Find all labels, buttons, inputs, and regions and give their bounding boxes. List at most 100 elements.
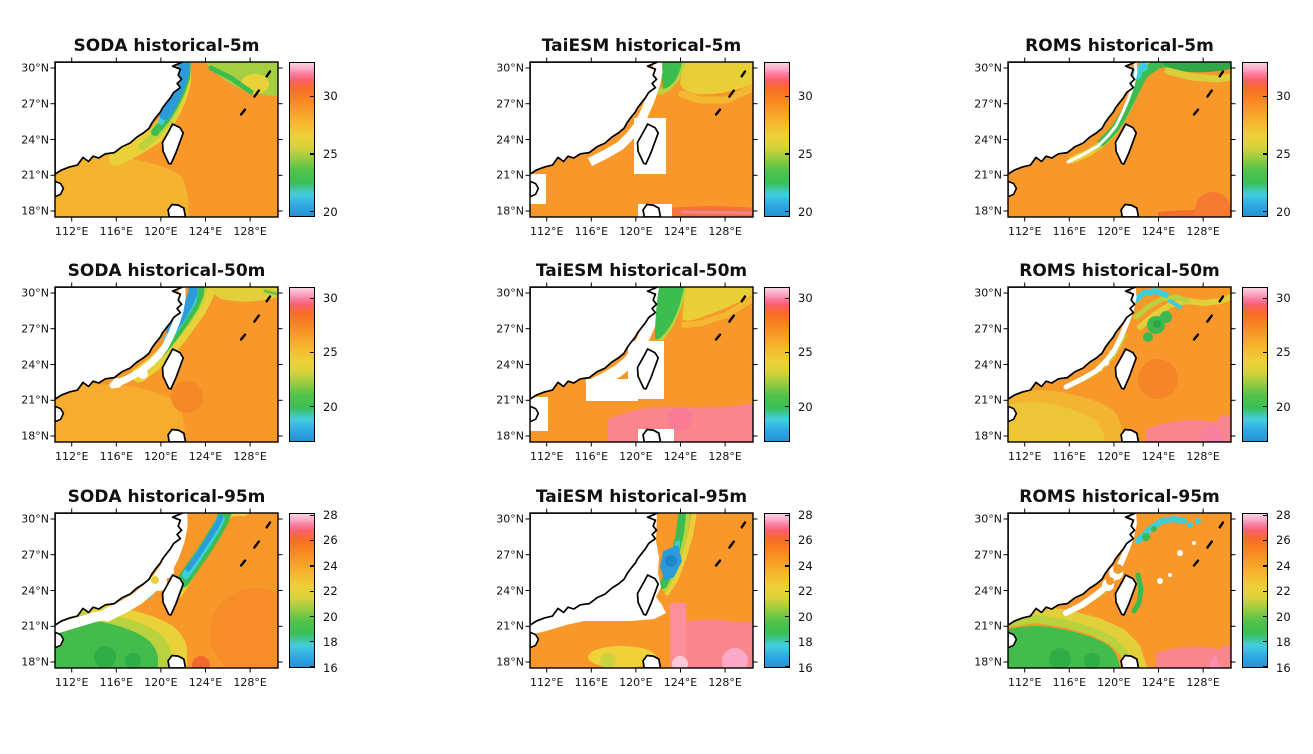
x-tick-label: 112°E — [529, 225, 564, 238]
y-tick-label: 27°N — [21, 548, 49, 562]
colorbar-tick — [1263, 590, 1267, 592]
y-tick-label: 27°N — [974, 322, 1002, 336]
colorbar-tick-label: 16 — [798, 661, 813, 675]
colorbar-taiesm-5m — [764, 62, 790, 217]
y-tick-label: 21°N — [496, 393, 524, 407]
panel-title: SODA historical-95m — [67, 487, 266, 507]
x-tick-label: 112°E — [54, 450, 89, 463]
x-tick-label: 112°E — [54, 225, 89, 238]
luzon-island — [1120, 654, 1140, 668]
y-tick-label: 27°N — [21, 97, 49, 111]
axes-frame — [529, 512, 754, 669]
china-coastline — [55, 287, 184, 400]
colorbar-tick — [1263, 666, 1267, 668]
y-tick-label: 21°N — [496, 619, 524, 633]
china-coastline — [530, 513, 659, 626]
hainan-island — [1008, 631, 1018, 649]
y-tick-label: 18°N — [21, 204, 49, 218]
colorbar-tick-label: 25 — [323, 147, 338, 162]
colorbar-tick-label: 20 — [798, 609, 813, 624]
colorbar-tick — [310, 351, 314, 353]
y-tick-label: 30°N — [21, 61, 49, 75]
y-tick-label: 30°N — [21, 512, 49, 526]
y-tick-label: 21°N — [974, 393, 1002, 407]
luzon-island — [1120, 203, 1140, 217]
colorbar-tick-label: 25 — [798, 147, 813, 162]
map-roms-50m — [1003, 282, 1236, 447]
y-tick-label: 30°N — [974, 512, 1002, 526]
colorbar-soda-50m — [289, 287, 315, 442]
y-tick-label: 24°N — [21, 133, 49, 146]
luzon-island — [1120, 428, 1140, 442]
colorbar-tick-label: 24 — [798, 558, 813, 573]
y-tick-label: 18°N — [21, 429, 49, 443]
colorbar-soda-95m — [289, 513, 315, 668]
x-tick-label: 124°E — [663, 450, 698, 463]
y-tick-label: 27°N — [21, 322, 49, 336]
colorbar-tick — [785, 351, 789, 353]
map-soda-50m — [50, 282, 283, 447]
colorbar-tick — [785, 298, 789, 300]
axes-frame — [529, 61, 754, 218]
colorbar-tick-label: 26 — [798, 533, 813, 548]
x-tick-label: 112°E — [529, 676, 564, 689]
x-tick-label: 112°E — [1007, 676, 1042, 689]
colorbar-tick — [785, 153, 789, 155]
colorbar-tick-label: 20 — [798, 400, 813, 415]
china-coastline — [530, 62, 659, 175]
map-roms-5m — [1003, 57, 1236, 222]
colorbar-tick-label: 30 — [323, 89, 338, 104]
colorbar-tick-label: 20 — [1276, 400, 1291, 415]
x-tick-label: 116°E — [1052, 450, 1087, 463]
colorbar-tick-label: 25 — [1276, 147, 1291, 162]
colorbar-soda-5m — [289, 62, 315, 217]
y-tick-label: 18°N — [496, 655, 524, 669]
x-tick-label: 120°E — [619, 225, 653, 238]
colorbar-tick-label: 18 — [1276, 635, 1291, 650]
colorbar-tick-label: 20 — [323, 205, 338, 220]
luzon-island — [167, 428, 187, 442]
x-tick-label: 120°E — [1097, 676, 1131, 689]
y-tick-label: 24°N — [974, 133, 1002, 146]
colorbar-tick-label: 30 — [1276, 290, 1291, 305]
colorbar-tick-label: 20 — [323, 609, 338, 624]
colorbar-tick-label: 28 — [323, 507, 338, 522]
colorbar-tick — [310, 210, 314, 213]
y-tick-label: 21°N — [21, 168, 49, 182]
china-coastline — [1008, 62, 1137, 175]
y-tick-label: 18°N — [21, 655, 49, 669]
colorbar-tick-label: 30 — [1276, 89, 1291, 104]
luzon-island — [642, 654, 662, 668]
axis-ticks — [1003, 57, 1236, 222]
axes-frame — [529, 286, 754, 443]
colorbar-tick — [785, 540, 789, 542]
colorbar-tick — [310, 153, 314, 155]
panel-title: TaiESM historical-95m — [535, 487, 748, 507]
taiwan-island — [161, 574, 185, 616]
axes-frame — [54, 512, 279, 669]
x-tick-label: 112°E — [1007, 225, 1042, 238]
y-tick-label: 30°N — [974, 286, 1002, 300]
y-tick-label: 24°N — [496, 358, 524, 371]
colorbar-tick — [785, 514, 789, 517]
x-tick-label: 116°E — [99, 676, 134, 689]
axes-frame — [1007, 286, 1232, 443]
y-tick-label: 21°N — [21, 619, 49, 633]
colorbar-tick — [1263, 540, 1267, 542]
x-tick-label: 112°E — [1007, 450, 1042, 463]
y-tick-label: 30°N — [496, 61, 524, 75]
map-taiesm-5m — [525, 57, 758, 222]
hainan-island — [530, 405, 540, 423]
y-tick-label: 27°N — [496, 97, 524, 111]
taiwan-island — [1114, 574, 1138, 616]
taiwan-island — [636, 123, 660, 165]
colorbar-tick — [785, 615, 789, 618]
x-tick-label: 128°E — [1186, 225, 1220, 238]
colorbar-tick — [1263, 641, 1267, 643]
colorbar-tick — [785, 590, 789, 592]
map-soda-95m — [50, 508, 283, 673]
ryukyu-islets — [714, 521, 747, 567]
colorbar-tick — [1263, 514, 1267, 517]
colorbar-tick-label: 30 — [798, 89, 813, 104]
